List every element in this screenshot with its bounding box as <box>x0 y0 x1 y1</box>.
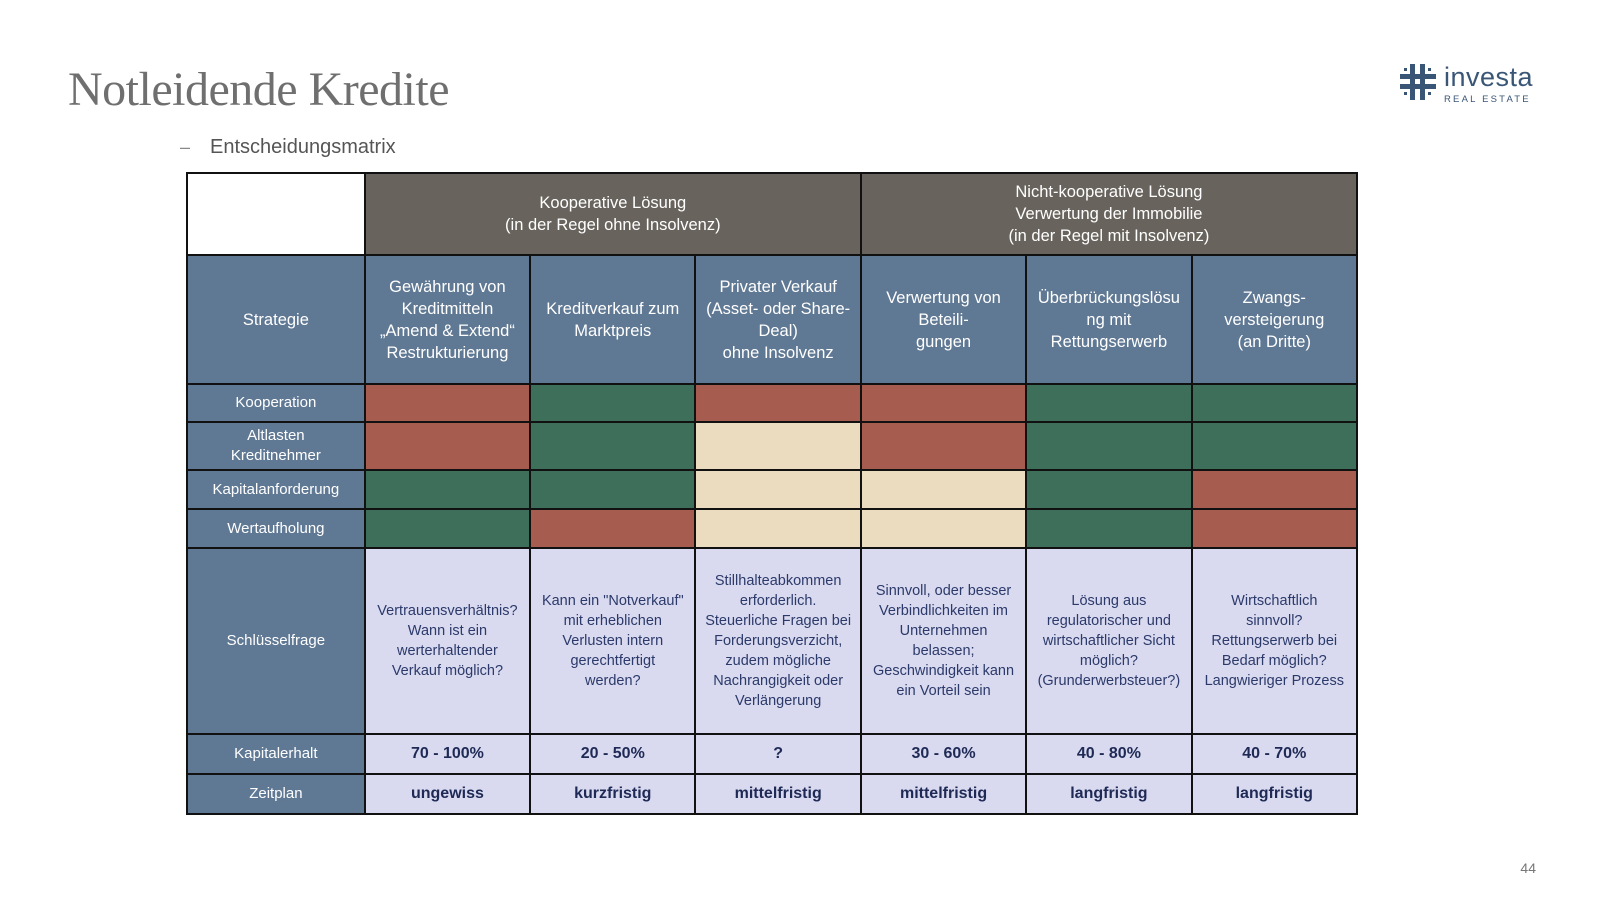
rating-cell <box>529 383 697 423</box>
rating-cell <box>1025 383 1193 423</box>
key-question-cell: Lösung aus regulatorischer und wirtschaf… <box>1025 547 1193 735</box>
capital-value: 70 - 100% <box>363 733 532 775</box>
capital-row: Kapitalerhalt 70 - 100% 20 - 50% ? 30 - … <box>186 733 1359 775</box>
key-question-row: Schlüsselfrage Vertrauensverhältnis? Wan… <box>186 547 1359 735</box>
criterion-row-kapitalanforderung: Kapitalanforderung <box>186 469 1359 510</box>
group-header-row: Kooperative Lösung (in der Regel ohne In… <box>186 172 1359 256</box>
timeline-label: Zeitplan <box>186 773 366 815</box>
key-question-cell: Kann ein "Notverkauf" mit erheblichen Ve… <box>529 547 697 735</box>
rating-cell <box>1025 469 1193 510</box>
rating-cell <box>694 421 862 471</box>
group-header-cooperative: Kooperative Lösung (in der Regel ohne In… <box>363 172 862 256</box>
criterion-row-wertaufholung: Wertaufholung <box>186 508 1359 549</box>
criterion-row-kooperation: Kooperation <box>186 383 1359 423</box>
investa-logo-icon <box>1400 64 1436 105</box>
rating-cell <box>1190 508 1359 549</box>
criterion-label: Wertaufholung <box>186 508 366 549</box>
strategy-row: Strategie Gewährung von Kreditmitteln „A… <box>186 254 1359 385</box>
strategy-cell: Überbrückungslösu ng mit Rettungserwerb <box>1025 254 1193 385</box>
rating-cell <box>363 383 532 423</box>
logo-tagline: REAL ESTATE <box>1444 94 1531 106</box>
page-number: 44 <box>1520 860 1536 876</box>
rating-cell <box>1025 508 1193 549</box>
rating-cell <box>694 508 862 549</box>
key-question-label: Schlüsselfrage <box>186 547 366 735</box>
rating-cell <box>859 469 1028 510</box>
decision-matrix: Kooperative Lösung (in der Regel ohne In… <box>186 172 1359 815</box>
capital-value: 40 - 70% <box>1190 733 1359 775</box>
strategy-cell: Gewährung von Kreditmitteln „Amend & Ext… <box>363 254 532 385</box>
strategy-cell: Privater Verkauf (Asset- oder Share- Dea… <box>694 254 862 385</box>
rating-cell <box>529 508 697 549</box>
capital-value: 40 - 80% <box>1025 733 1193 775</box>
group-header-non-cooperative: Nicht-kooperative Lösung Verwertung der … <box>859 172 1359 256</box>
timeline-value: mittelfristig <box>859 773 1028 815</box>
subtitle: – Entscheidungsmatrix <box>180 136 396 159</box>
strategy-cell: Zwangs- versteigerung (an Dritte) <box>1190 254 1359 385</box>
capital-value: 20 - 50% <box>529 733 697 775</box>
rating-cell <box>363 469 532 510</box>
timeline-value: mittelfristig <box>694 773 862 815</box>
page-title: Notleidende Kredite <box>68 63 450 116</box>
rating-cell <box>363 508 532 549</box>
capital-value: 30 - 60% <box>859 733 1028 775</box>
subtitle-text: Entscheidungsmatrix <box>210 136 396 158</box>
timeline-row: Zeitplan ungewiss kurzfristig mittelfris… <box>186 773 1359 815</box>
rating-cell <box>1190 383 1359 423</box>
capital-label: Kapitalerhalt <box>186 733 366 775</box>
timeline-value: langfristig <box>1190 773 1359 815</box>
subtitle-dash: – <box>180 137 191 157</box>
strategy-cell: Verwertung von Beteili- gungen <box>859 254 1028 385</box>
rating-cell <box>859 383 1028 423</box>
criterion-row-altlasten: Altlasten Kreditnehmer <box>186 421 1359 471</box>
rating-cell <box>1025 421 1193 471</box>
key-question-cell: Vertrauensverhältnis? Wann ist ein werte… <box>363 547 532 735</box>
rating-cell <box>1190 469 1359 510</box>
timeline-value: ungewiss <box>363 773 532 815</box>
rating-cell <box>363 421 532 471</box>
rating-cell <box>1190 421 1359 471</box>
capital-value: ? <box>694 733 862 775</box>
rating-cell <box>529 469 697 510</box>
criterion-label: Kapitalanforderung <box>186 469 366 510</box>
strategy-cell: Kreditverkauf zum Marktpreis <box>529 254 697 385</box>
key-question-cell: Stillhalteabkommen erforderlich. Steuerl… <box>694 547 862 735</box>
timeline-value: kurzfristig <box>529 773 697 815</box>
investa-logo: investa REAL ESTATE <box>1400 64 1533 105</box>
rating-cell <box>529 421 697 471</box>
key-question-cell: Wirtschaftlich sinnvoll? Rettungserwerb … <box>1190 547 1359 735</box>
corner-cell <box>186 172 366 256</box>
strategy-label: Strategie <box>186 254 366 385</box>
key-question-cell: Sinnvoll, oder besser Verbindlichkeiten … <box>859 547 1028 735</box>
criterion-label: Kooperation <box>186 383 366 423</box>
rating-cell <box>694 469 862 510</box>
rating-cell <box>859 508 1028 549</box>
timeline-value: langfristig <box>1025 773 1193 815</box>
criterion-label: Altlasten Kreditnehmer <box>186 421 366 471</box>
logo-name: investa <box>1444 62 1534 93</box>
rating-cell <box>694 383 862 423</box>
rating-cell <box>859 421 1028 471</box>
